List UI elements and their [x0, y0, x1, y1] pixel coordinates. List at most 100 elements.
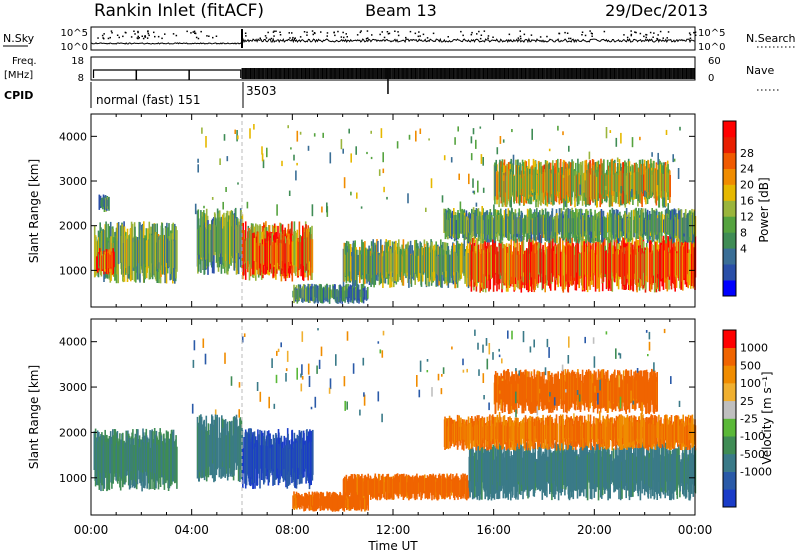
nsearch-point	[581, 31, 584, 33]
colorbar-level-label: 4	[740, 242, 747, 255]
nsearch-point	[591, 35, 593, 37]
scatter-echo	[356, 192, 358, 199]
scatter-echo	[462, 369, 465, 373]
scatter-echo	[647, 354, 649, 357]
scatter-echo	[620, 186, 623, 194]
scatter-echo	[478, 369, 480, 376]
nsearch-point	[645, 33, 647, 36]
nsearch-point	[652, 36, 654, 38]
nsearch-point	[136, 37, 139, 39]
scatter-echo	[343, 177, 346, 189]
cpid-mode-normal: normal (fast) 151	[96, 93, 200, 107]
nsearch-point	[190, 32, 192, 34]
scatter-echo	[290, 147, 292, 150]
scatter-echo	[271, 358, 273, 368]
scatter-echo	[645, 330, 648, 333]
nsearch-point	[381, 31, 383, 33]
nsearch-point	[303, 31, 306, 33]
scatter-echo	[329, 152, 332, 164]
scatter-echo	[477, 342, 479, 350]
scatter-echo	[475, 202, 478, 207]
nsearch-point	[483, 30, 486, 32]
scatter-echo	[609, 130, 612, 133]
colorbar-swatch	[723, 121, 736, 138]
scatter-echo	[568, 336, 570, 348]
nsearch-point	[130, 36, 133, 38]
nsearch-point	[426, 37, 429, 39]
scatter-echo	[531, 189, 534, 193]
nsearch-point	[118, 36, 120, 39]
scatter-echo	[416, 375, 418, 387]
nsearch-point	[492, 36, 494, 38]
colorbar-level-label: 28	[740, 147, 754, 160]
nsearch-point	[109, 36, 111, 39]
velocity-colorbar-frame	[722, 329, 737, 508]
nsearch-point	[397, 34, 400, 37]
nsearch-point	[146, 37, 149, 39]
scatter-echo	[515, 368, 517, 372]
nsearch-point	[279, 31, 281, 33]
scatter-echo	[441, 195, 444, 203]
scatter-echo	[498, 412, 501, 423]
scatter-echo	[468, 173, 470, 185]
scatter-echo	[314, 396, 317, 408]
scatter-echo	[501, 378, 504, 381]
freq-trace	[92, 68, 695, 94]
nsearch-point	[659, 30, 662, 33]
scatter-echo	[618, 352, 620, 356]
scatter-echo	[502, 139, 505, 143]
nsearch-point	[471, 31, 473, 34]
scatter-echo	[201, 127, 203, 134]
scatter-echo	[377, 391, 380, 402]
scatter-echo	[329, 378, 332, 390]
nsearch-point	[689, 37, 692, 39]
nsearch-point	[345, 33, 347, 35]
nsearch-point	[589, 30, 591, 32]
scatter-echo	[594, 385, 596, 393]
scatter-echo	[237, 135, 239, 140]
freq-line-normal	[92, 69, 242, 78]
scatter-echo	[301, 376, 304, 380]
nsearch-point	[460, 30, 462, 33]
nsky-label: N.Sky	[3, 32, 35, 45]
nsearch-point	[154, 35, 156, 38]
nsearch-point	[388, 32, 391, 35]
scatter-echo	[656, 185, 659, 197]
nsearch-point	[694, 34, 697, 36]
scatter-echo	[563, 198, 565, 210]
colorbar-swatch	[723, 152, 736, 169]
scatter-echo	[531, 191, 533, 195]
scatter-echo	[479, 126, 482, 129]
nsearch-point	[157, 35, 160, 38]
nsearch-point	[417, 35, 420, 38]
time-tick-label: 16:00	[476, 523, 511, 537]
nsearch-point	[208, 35, 210, 37]
scatter-echo	[408, 134, 411, 140]
scatter-echo	[495, 159, 497, 172]
colorbar-swatch	[723, 453, 736, 472]
nsearch-point	[138, 37, 140, 39]
nsearch-point	[418, 31, 420, 33]
nsearch-point	[200, 30, 202, 33]
nsearch-point	[419, 35, 421, 37]
scatter-echo	[457, 126, 459, 132]
nsearch-point	[346, 36, 348, 38]
velocity-heatmap	[93, 319, 697, 515]
nsearch-point	[107, 37, 110, 40]
nsearch-point	[462, 34, 464, 37]
nsearch-point	[639, 32, 642, 35]
scatter-echo	[425, 207, 427, 212]
scatter-echo	[262, 159, 265, 169]
scatter-echo	[238, 382, 241, 388]
nsearch-point	[447, 36, 449, 38]
nsearch-point	[645, 36, 647, 39]
scatter-echo	[243, 333, 246, 337]
scatter-echo	[485, 338, 488, 346]
nsearch-point	[519, 30, 521, 32]
colorbar-swatch	[723, 200, 736, 217]
scatter-echo	[561, 364, 564, 372]
nsearch-point	[273, 30, 275, 32]
colorbar-level-label: -1000	[740, 466, 772, 479]
scatter-echo	[363, 392, 365, 397]
nsearch-point	[141, 35, 143, 37]
